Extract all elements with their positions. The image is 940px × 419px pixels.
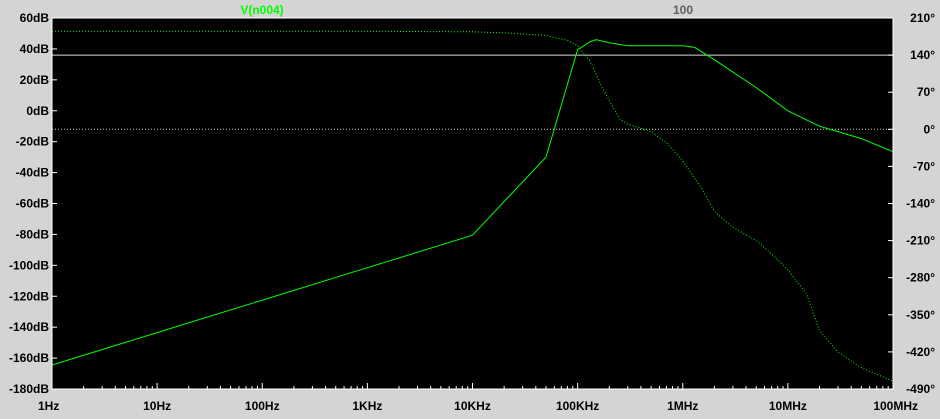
cursor-label: 100 xyxy=(673,3,693,17)
trace-layer xyxy=(51,30,894,382)
y-left-tick-label: -80dB xyxy=(16,227,50,241)
y-right-tick-label: -350° xyxy=(906,308,935,322)
x-tick-label: 1KHz xyxy=(352,399,382,413)
x-tick-label: 100KHz xyxy=(556,399,599,413)
y-left-tick-label: -160dB xyxy=(9,351,49,365)
y-left-tick-label: 0dB xyxy=(26,104,49,118)
y-right-tick-label: -420° xyxy=(906,345,935,359)
y-right-tick-label: -490° xyxy=(906,382,935,396)
y-left-tick-label: -40dB xyxy=(16,166,50,180)
y-left-tick-label: 60dB xyxy=(20,11,50,25)
x-tick-label: 10MHz xyxy=(769,399,807,413)
y-left-tick-label: -180dB xyxy=(9,382,49,396)
x-tick-label: 100Hz xyxy=(245,399,280,413)
y-right-tick-label: -140° xyxy=(906,197,935,211)
y-right-tick-label: -70° xyxy=(913,159,935,173)
axis-labels: 1Hz 10Hz 100Hz 1KHz 10KHz 100KHz 1MHz 10MHz 100M… xyxy=(9,11,935,413)
y-right-tick-label: -210° xyxy=(906,234,935,248)
tick-marks xyxy=(51,17,893,390)
y-left-tick-label: -120dB xyxy=(9,289,49,303)
x-tick-label: 10KHz xyxy=(454,399,491,413)
x-tick-label: 1Hz xyxy=(38,399,59,413)
y-left-tick-label: -20dB xyxy=(16,135,50,149)
y-left-tick-label: 40dB xyxy=(20,42,50,56)
y-left-tick-label: 20dB xyxy=(20,73,50,87)
y-left-tick-label: -100dB xyxy=(9,258,49,272)
plot-area xyxy=(52,18,893,389)
y-right-tick-label: -280° xyxy=(906,271,935,285)
magnitude-trace xyxy=(51,39,894,366)
y-right-tick-label: 70° xyxy=(917,85,935,99)
trace-title[interactable]: V(n004) xyxy=(240,3,283,17)
y-left-tick-label: -140dB xyxy=(9,320,49,334)
y-left-tick-label: -60dB xyxy=(16,197,50,211)
x-tick-label: 100MHz xyxy=(873,399,918,413)
x-tick-label: 10Hz xyxy=(143,399,171,413)
y-right-tick-label: 140° xyxy=(910,48,935,62)
reference-lines xyxy=(52,54,893,130)
y-right-tick-label: 210° xyxy=(910,11,935,25)
x-tick-label: 1MHz xyxy=(667,399,698,413)
y-right-tick-label: 0° xyxy=(924,122,936,136)
